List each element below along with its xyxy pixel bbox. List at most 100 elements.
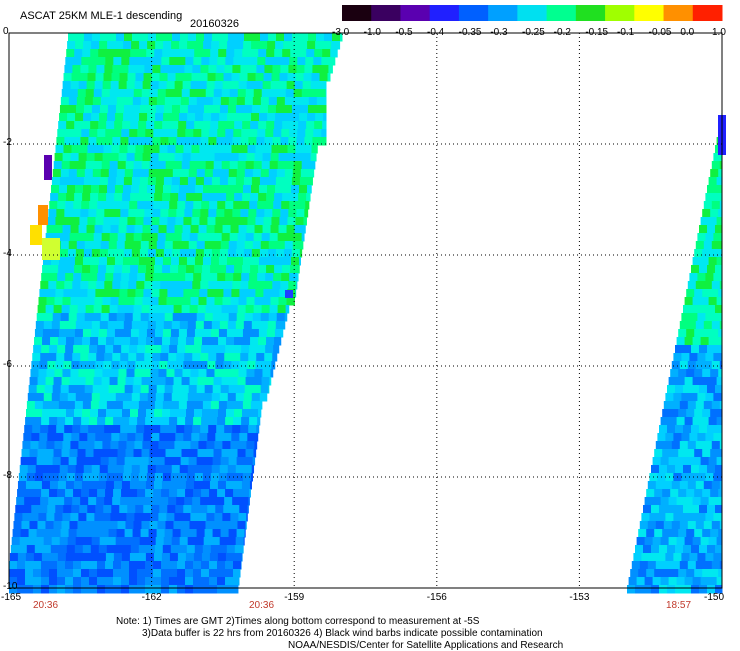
wind-cell: [83, 113, 92, 122]
wind-cell: [718, 369, 723, 378]
wind-cell: [253, 161, 263, 170]
wind-cell: [695, 321, 705, 330]
wind-cell: [307, 113, 316, 122]
wind-cell: [182, 369, 191, 378]
wind-cell: [230, 297, 240, 306]
wind-cell: [220, 529, 230, 538]
wind-cell: [265, 201, 274, 210]
wind-cell: [238, 225, 248, 234]
wind-cell: [102, 369, 111, 378]
wind-cell: [223, 361, 232, 370]
wind-cell: [63, 289, 72, 298]
wind-cell: [711, 401, 721, 410]
wind-cell: [67, 105, 77, 114]
wind-cell: [705, 233, 714, 242]
wind-cell: [76, 241, 86, 250]
wind-cell: [177, 481, 187, 490]
latitude-tick-label: 0: [3, 26, 9, 37]
wind-cell: [686, 449, 695, 458]
wind-cell: [715, 265, 723, 274]
wind-cell: [45, 521, 54, 530]
wind-cell: [135, 73, 145, 82]
wind-cell: [170, 401, 180, 410]
wind-cell: [163, 465, 173, 474]
wind-cell: [631, 561, 641, 570]
wind-cell: [181, 161, 191, 170]
wind-cell: [123, 113, 132, 122]
wind-cell: [99, 177, 109, 186]
wind-cell: [173, 521, 182, 530]
wind-cell: [227, 177, 237, 186]
wind-cell: [181, 449, 191, 458]
wind-cell: [115, 321, 125, 330]
wind-cell: [237, 377, 247, 386]
wind-cell: [57, 561, 66, 570]
wind-cell: [718, 209, 723, 218]
wind-cell: [252, 457, 256, 466]
wind-cell: [48, 209, 57, 218]
wind-cell: [180, 313, 190, 322]
wind-cell: [41, 569, 50, 578]
wind-cell: [143, 289, 152, 298]
wind-cell: [665, 553, 674, 562]
wind-cell: [667, 505, 676, 514]
wind-cell: [237, 89, 247, 98]
wind-cell: [270, 81, 280, 90]
wind-cell: [81, 273, 90, 282]
wind-cell: [224, 281, 233, 290]
wind-cell: [715, 505, 723, 514]
wind-cell: [291, 249, 301, 258]
wind-cell: [201, 345, 210, 354]
wind-cell: [177, 409, 187, 418]
wind-cell: [33, 481, 43, 490]
wind-cell: [695, 441, 705, 450]
wind-cell: [195, 105, 205, 114]
wind-cell: [235, 177, 245, 186]
wind-cell: [284, 97, 294, 106]
wind-cell: [703, 481, 713, 490]
wind-cell: [686, 569, 695, 578]
wind-cell: [25, 417, 34, 426]
wind-cell: [236, 457, 246, 466]
wind-cell: [266, 121, 275, 130]
wind-cell: [33, 585, 42, 594]
wind-cell: [239, 433, 248, 442]
wind-cell: [140, 241, 150, 250]
wind-cell: [219, 41, 228, 50]
wind-cell: [271, 73, 281, 82]
wind-cell: [133, 305, 143, 314]
wind-cell: [97, 561, 106, 570]
wind-cell: [687, 281, 697, 290]
wind-cell: [258, 49, 267, 58]
wind-cell: [88, 209, 97, 218]
wind-cell: [72, 353, 81, 362]
wind-cell: [300, 169, 310, 178]
wind-cell: [51, 393, 61, 402]
wind-cell: [676, 457, 686, 466]
wind-cell: [187, 41, 196, 50]
wind-cell: [684, 417, 694, 426]
wind-cell: [210, 545, 220, 554]
wind-cell: [167, 505, 176, 514]
wind-cell: [204, 529, 214, 538]
wind-cell: [190, 81, 200, 90]
wind-cell: [35, 537, 45, 546]
wind-cell: [48, 353, 57, 362]
wind-cell: [149, 377, 159, 386]
wind-cell: [646, 529, 655, 538]
wind-cell: [702, 409, 711, 418]
wind-cell: [93, 305, 103, 314]
wind-cell: [718, 569, 723, 578]
wind-cell: [659, 505, 668, 514]
wind-cell: [46, 225, 56, 234]
wind-cell: [259, 393, 268, 402]
wind-cell: [248, 353, 257, 362]
wind-cell: [135, 289, 144, 298]
wind-cell: [686, 489, 695, 498]
wind-cell: [186, 193, 195, 202]
wind-cell: [227, 113, 236, 122]
wind-cell: [200, 353, 209, 362]
wind-cell: [178, 121, 187, 130]
wind-cell: [62, 153, 72, 162]
wind-cell: [54, 225, 64, 234]
